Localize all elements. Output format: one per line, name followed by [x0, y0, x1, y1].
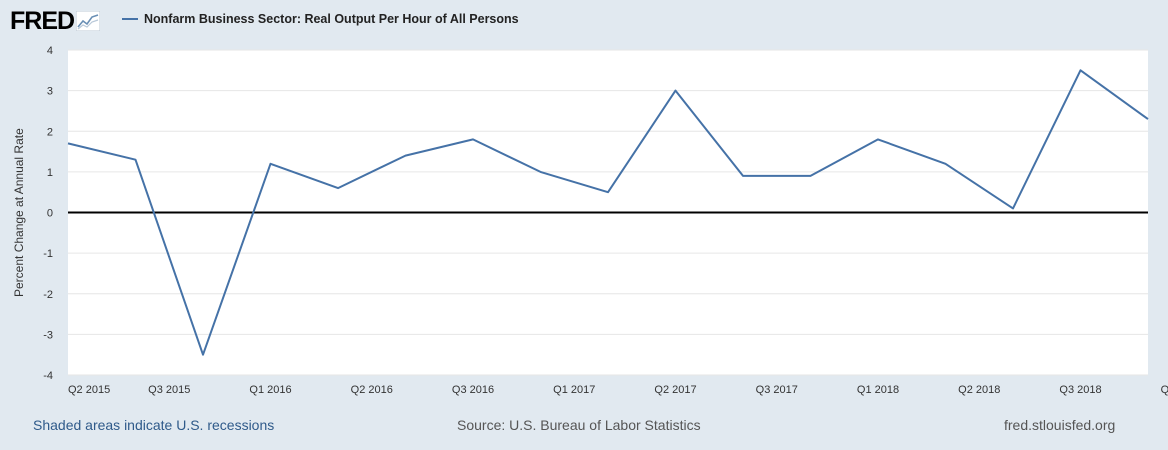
data-point: [1079, 68, 1083, 72]
data-point: [1011, 206, 1015, 210]
fred-logo[interactable]: FRED: [10, 7, 101, 35]
x-tick-label: Q2 2018: [958, 384, 1000, 396]
x-tick-label: Q2 2015: [68, 384, 110, 396]
y-tick-label: 3: [47, 86, 53, 98]
legend-series-swatch: [122, 18, 138, 20]
fred-graph-icon: [76, 11, 101, 31]
x-tick-label: Q2 2017: [654, 384, 696, 396]
x-tick-label: Q3 2018: [1059, 384, 1101, 396]
recessions-note-link[interactable]: Shaded areas indicate U.S. recessions: [33, 417, 275, 433]
data-point: [66, 141, 70, 145]
x-tick-label: Q3 2016: [452, 384, 494, 396]
data-point: [539, 170, 543, 174]
y-tick-label: -1: [43, 248, 53, 260]
x-tick-label: Q1 2017: [553, 384, 595, 396]
x-tick-label: Q2 2016: [351, 384, 393, 396]
y-tick-label: 0: [47, 208, 53, 220]
x-tick-label: Q1 2019: [1161, 384, 1168, 396]
data-point: [336, 186, 340, 190]
x-tick-label: Q1 2016: [249, 384, 291, 396]
data-point: [269, 162, 273, 166]
data-point: [201, 353, 205, 357]
y-tick-label: 4: [47, 45, 53, 57]
data-point: [809, 174, 813, 178]
legend-series-label: Nonfarm Business Sector: Real Output Per…: [144, 12, 519, 26]
data-point: [944, 162, 948, 166]
y-tick-label: -4: [43, 370, 53, 382]
data-point: [134, 158, 138, 162]
data-point: [741, 174, 745, 178]
data-point: [876, 137, 880, 141]
y-axis-title: Percent Change at Annual Rate: [12, 128, 26, 298]
series-line: [67, 69, 1149, 356]
data-point: [1146, 117, 1150, 121]
y-tick-label: -3: [43, 329, 53, 341]
x-tick-label: Q3 2017: [756, 384, 798, 396]
data-point: [404, 154, 408, 158]
line-chart: 4 3 2 1 0 -1 -2 -3 -4 Q2 2015 Q3 2015 Q1 2016 Q2 201…: [43, 45, 1168, 396]
y-tick-label: -2: [43, 289, 53, 301]
data-point: [674, 89, 678, 93]
fred-site-link[interactable]: fred.stlouisfed.org: [1004, 417, 1116, 433]
fred-logo-text: FRED: [10, 7, 75, 35]
data-point: [471, 137, 475, 141]
x-tick-label: Q3 2015: [148, 384, 190, 396]
chart-legend: Nonfarm Business Sector: Real Output Per…: [122, 12, 519, 26]
y-tick-label: 2: [47, 126, 53, 138]
source-note: Source: U.S. Bureau of Labor Statistics: [457, 417, 701, 433]
data-point: [606, 190, 610, 194]
x-tick-label: Q1 2018: [857, 384, 899, 396]
y-tick-label: 1: [47, 167, 53, 179]
